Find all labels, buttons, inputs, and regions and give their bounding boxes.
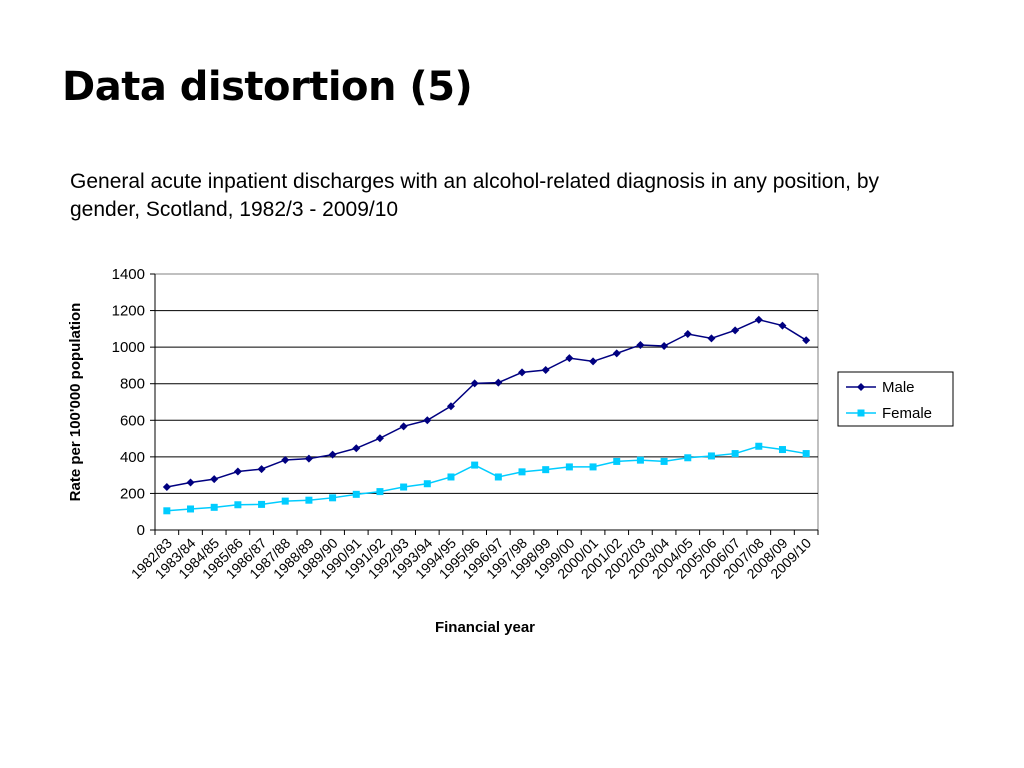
axes: 02004006008001000120014001982/831983/841… [112,266,819,582]
male-point [281,455,290,464]
chart-caption: General acute inpatient discharges with … [70,170,879,221]
female-line [166,445,807,512]
slide-title: Data distortion (5) [62,64,473,110]
male-point [304,454,313,463]
female-point [400,483,408,491]
female-point [802,450,810,458]
female-point [755,442,763,450]
male-point [210,475,219,484]
male-point [423,416,432,425]
female-point [305,496,313,504]
male-point [754,315,763,324]
female-point [234,501,242,509]
y-tick-label: 600 [120,412,145,429]
series-male [162,315,811,492]
female-point [471,461,479,469]
female-point [518,468,526,476]
male-point [233,467,242,476]
female-point [258,500,266,508]
y-tick-label: 1000 [112,339,145,356]
legend-box [837,371,954,427]
legend-swatch-marker [857,383,865,391]
chart-legend: Male Female [837,371,954,427]
female-point [210,503,218,511]
y-tick-label: 400 [120,449,145,466]
female-point [376,488,384,496]
legend-label: Female [882,405,932,422]
female-point [613,457,621,465]
male-point [612,349,621,358]
female-point [281,497,289,505]
male-point [541,366,550,374]
male-point [494,378,503,387]
female-point [352,490,360,498]
y-tick-label: 1200 [112,303,145,320]
female-point [423,480,431,488]
male-point [518,368,527,377]
male-point [707,334,716,343]
female-point [731,450,739,458]
y-tick-label: 1400 [112,266,145,283]
female-point [707,452,715,460]
y-axis-title: Rate per 100'000 population [67,303,84,502]
male-point [660,342,669,351]
male-point [328,450,337,459]
female-point [589,463,597,471]
female-point [778,446,786,454]
female-point [329,494,337,502]
male-point [186,478,195,487]
female-point [494,473,502,481]
x-axis-title: Financial year [435,619,535,636]
male-point [731,326,740,335]
gridlines [154,273,819,531]
female-point [684,454,692,462]
y-tick-label: 0 [137,522,145,539]
female-point [565,463,573,471]
male-point [446,402,455,411]
series-female [163,442,810,515]
male-line [166,318,807,488]
male-point [565,354,574,363]
female-point [187,505,195,513]
male-point [636,340,645,349]
male-point [352,444,361,453]
plot-area [154,273,819,531]
y-tick-label: 200 [120,485,145,502]
y-tick-label: 800 [120,376,145,393]
male-point [375,434,384,443]
female-point [542,466,550,474]
male-point [683,329,692,338]
female-point [163,507,171,515]
male-point [399,422,408,431]
male-point [589,357,598,366]
male-point [470,379,479,388]
male-point [257,465,266,474]
legend-swatch-marker [857,409,865,417]
series-lines [162,315,811,515]
legend-label: Male [882,379,915,396]
male-point [162,483,171,492]
male-point [802,336,811,345]
female-point [660,457,668,465]
female-point [636,456,644,464]
female-point [447,473,455,481]
male-point [778,321,787,330]
